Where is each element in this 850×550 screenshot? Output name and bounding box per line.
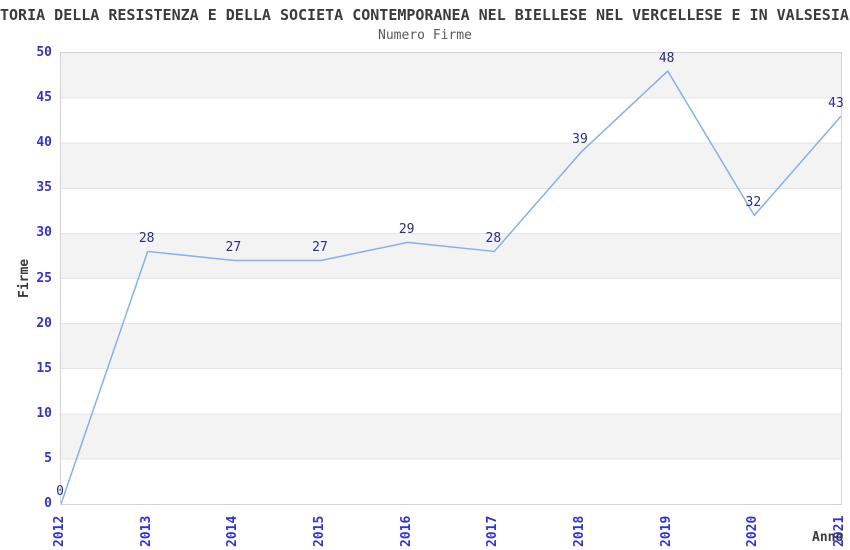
chart-subtitle: Numero Firme bbox=[378, 28, 472, 43]
data-point-label: 0 bbox=[56, 484, 64, 499]
series-line bbox=[61, 70, 841, 504]
plot-svg bbox=[61, 53, 841, 504]
y-tick-label: 0 bbox=[44, 496, 52, 511]
y-tick-label: 20 bbox=[36, 315, 52, 331]
y-tick-label: 45 bbox=[36, 90, 52, 106]
data-point-label: 28 bbox=[485, 231, 502, 247]
data-point-label: 27 bbox=[312, 240, 328, 256]
y-tick-label: 5 bbox=[44, 450, 52, 466]
data-point-label: 48 bbox=[658, 51, 675, 67]
data-point-label: 43 bbox=[828, 96, 844, 112]
y-tick-label: 30 bbox=[36, 225, 52, 241]
y-tick-label: 35 bbox=[36, 180, 52, 196]
y-tick-label: 40 bbox=[36, 135, 52, 151]
data-point-label: 39 bbox=[572, 132, 588, 148]
x-tick-label: 2017 bbox=[485, 515, 501, 547]
grid-band bbox=[61, 143, 841, 189]
data-point-label: 27 bbox=[225, 240, 242, 256]
grid-band bbox=[61, 323, 841, 369]
x-tick-label: 2013 bbox=[138, 515, 154, 547]
data-point-label: 29 bbox=[398, 222, 415, 238]
data-point-label: 32 bbox=[745, 195, 762, 211]
grid-band bbox=[61, 413, 841, 459]
y-tick-label: 50 bbox=[36, 45, 52, 60]
x-tick-label: 2020 bbox=[745, 515, 761, 547]
grid-band bbox=[61, 53, 841, 99]
x-tick-label: 2015 bbox=[312, 515, 327, 547]
y-tick-label: 15 bbox=[36, 360, 52, 376]
x-tick-label: 2016 bbox=[398, 515, 414, 547]
y-tick-label: 10 bbox=[36, 405, 52, 421]
plot-area bbox=[60, 52, 842, 505]
y-tick-label: 25 bbox=[36, 270, 52, 286]
x-tick-label: 2018 bbox=[572, 515, 587, 547]
chart-title: TORIA DELLA RESISTENZA E DELLA SOCIETA C… bbox=[0, 6, 849, 24]
x-tick-label: 2019 bbox=[658, 515, 674, 547]
x-tick-label: 2012 bbox=[52, 515, 67, 547]
data-point-label: 28 bbox=[138, 231, 155, 247]
x-tick-label: 2014 bbox=[225, 515, 241, 547]
x-axis-title: Anno bbox=[812, 530, 844, 545]
y-axis-title: Firme bbox=[17, 258, 32, 298]
grid-band bbox=[61, 233, 841, 279]
